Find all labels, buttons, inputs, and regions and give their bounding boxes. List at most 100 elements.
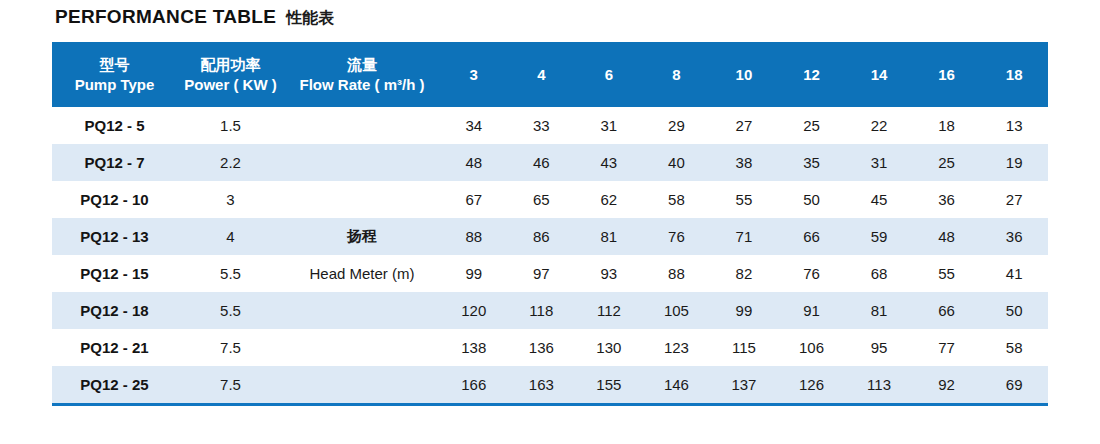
pump-type-cell: PQ12 - 18	[52, 292, 177, 329]
flow-value-cell: 35	[778, 144, 846, 181]
flow-value-cell: 130	[575, 329, 643, 366]
flow-value-cell: 36	[913, 181, 981, 218]
flow-value-cell: 163	[508, 366, 576, 405]
flow-value-cell: 65	[508, 181, 576, 218]
flow-value-cell: 126	[778, 366, 846, 405]
page-title-zh: 性能表	[286, 9, 334, 26]
flow-value-cell: 31	[845, 144, 913, 181]
power-cell: 1.5	[177, 107, 284, 144]
power-cell: 5.5	[177, 292, 284, 329]
flow-value-cell: 43	[575, 144, 643, 181]
flow-value-cell: 27	[710, 107, 778, 144]
flow-value-cell: 112	[575, 292, 643, 329]
flow-value-cell: 58	[980, 329, 1048, 366]
flow-value-cell: 77	[913, 329, 981, 366]
header-pump-type: 型号 Pump Type	[52, 42, 177, 107]
flow-value-cell: 106	[778, 329, 846, 366]
flow-value-cell: 27	[980, 181, 1048, 218]
flow-value-cell: 166	[440, 366, 508, 405]
flow-value-cell: 40	[643, 144, 711, 181]
table-row: PQ12 - 217.5138136130123115106957758	[52, 329, 1048, 366]
flow-value-cell: 31	[575, 107, 643, 144]
flow-value-cell: 67	[440, 181, 508, 218]
header-flow-col-12: 12	[778, 42, 846, 107]
flow-value-cell: 91	[778, 292, 846, 329]
flow-value-cell: 136	[508, 329, 576, 366]
flow-value-cell: 34	[440, 107, 508, 144]
pump-type-cell: PQ12 - 5	[52, 107, 177, 144]
header-flow-col-16: 16	[913, 42, 981, 107]
flow-value-cell: 81	[575, 218, 643, 255]
header-flow-col-10: 10	[710, 42, 778, 107]
flow-value-cell: 76	[778, 255, 846, 292]
flow-value-cell: 33	[508, 107, 576, 144]
power-cell: 7.5	[177, 329, 284, 366]
flow-value-cell: 38	[710, 144, 778, 181]
flow-value-cell: 71	[710, 218, 778, 255]
flow-value-cell: 66	[913, 292, 981, 329]
head-unit-label-cell: 扬程	[284, 218, 440, 255]
page: PERFORMANCE TABLE性能表 型号 Pump Type 配用功率 P…	[0, 0, 1100, 444]
flow-value-cell: 59	[845, 218, 913, 255]
table-row: PQ12 - 134扬程888681767166594836	[52, 218, 1048, 255]
flow-value-cell: 55	[710, 181, 778, 218]
flow-value-cell: 97	[508, 255, 576, 292]
table-body: PQ12 - 51.5343331292725221813PQ12 - 72.2…	[52, 107, 1048, 405]
flow-value-cell: 69	[980, 366, 1048, 405]
header-flow-rate-en: Flow Rate ( m³/h )	[284, 75, 440, 95]
head-unit-label-cell	[284, 144, 440, 181]
flow-value-cell: 82	[710, 255, 778, 292]
header-power-en: Power ( KW )	[177, 75, 284, 95]
flow-value-cell: 36	[980, 218, 1048, 255]
header-flow-col-18: 18	[980, 42, 1048, 107]
flow-value-cell: 138	[440, 329, 508, 366]
flow-value-cell: 93	[575, 255, 643, 292]
flow-value-cell: 46	[508, 144, 576, 181]
header-pump-type-en: Pump Type	[52, 75, 177, 95]
flow-value-cell: 55	[913, 255, 981, 292]
performance-table: 型号 Pump Type 配用功率 Power ( KW ) 流量 Flow R…	[52, 42, 1048, 406]
flow-value-cell: 137	[710, 366, 778, 405]
flow-value-cell: 19	[980, 144, 1048, 181]
header-flow-col-8: 8	[643, 42, 711, 107]
header-power-zh: 配用功率	[177, 55, 284, 75]
pump-type-cell: PQ12 - 13	[52, 218, 177, 255]
table-row: PQ12 - 257.51661631551461371261139269	[52, 366, 1048, 405]
power-cell: 4	[177, 218, 284, 255]
power-cell: 2.2	[177, 144, 284, 181]
header-flow-rate-zh: 流量	[284, 55, 440, 75]
table-row: PQ12 - 185.51201181121059991816650	[52, 292, 1048, 329]
header-flow-col-6: 6	[575, 42, 643, 107]
flow-value-cell: 68	[845, 255, 913, 292]
pump-type-cell: PQ12 - 7	[52, 144, 177, 181]
flow-value-cell: 86	[508, 218, 576, 255]
flow-value-cell: 29	[643, 107, 711, 144]
flow-value-cell: 81	[845, 292, 913, 329]
header-power: 配用功率 Power ( KW )	[177, 42, 284, 107]
flow-value-cell: 88	[440, 218, 508, 255]
flow-value-cell: 25	[778, 107, 846, 144]
flow-value-cell: 22	[845, 107, 913, 144]
table-row: PQ12 - 72.2484643403835312519	[52, 144, 1048, 181]
flow-value-cell: 66	[778, 218, 846, 255]
header-flow-col-14: 14	[845, 42, 913, 107]
flow-value-cell: 13	[980, 107, 1048, 144]
flow-value-cell: 120	[440, 292, 508, 329]
flow-value-cell: 76	[643, 218, 711, 255]
table-row: PQ12 - 51.5 343331292725221813	[52, 107, 1048, 144]
flow-value-cell: 50	[778, 181, 846, 218]
flow-value-cell: 41	[980, 255, 1048, 292]
table-row: PQ12 - 103676562585550453627	[52, 181, 1048, 218]
flow-value-cell: 113	[845, 366, 913, 405]
flow-value-cell: 118	[508, 292, 576, 329]
flow-value-cell: 50	[980, 292, 1048, 329]
flow-value-cell: 155	[575, 366, 643, 405]
pump-type-cell: PQ12 - 15	[52, 255, 177, 292]
head-unit-label-cell	[284, 329, 440, 366]
flow-value-cell: 92	[913, 366, 981, 405]
flow-value-cell: 146	[643, 366, 711, 405]
head-unit-label-cell	[284, 366, 440, 405]
flow-value-cell: 18	[913, 107, 981, 144]
flow-value-cell: 88	[643, 255, 711, 292]
table-header-row: 型号 Pump Type 配用功率 Power ( KW ) 流量 Flow R…	[52, 42, 1048, 107]
